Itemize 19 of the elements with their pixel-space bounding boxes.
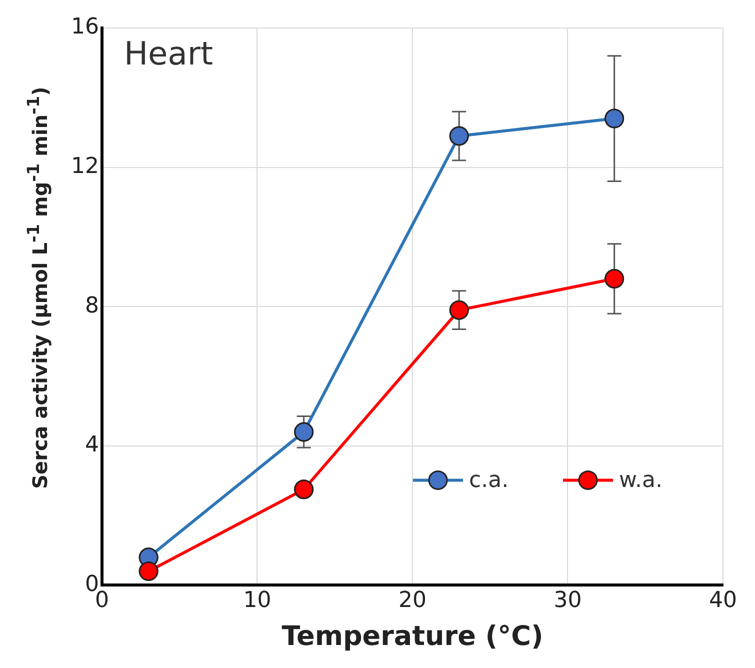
annotation: Heart — [124, 34, 214, 72]
legend-label: c.a. — [469, 468, 509, 493]
point — [449, 126, 469, 146]
point — [449, 300, 469, 320]
point — [604, 268, 624, 288]
x-tick-label: 40 — [709, 588, 737, 614]
x-tick-label: 30 — [554, 588, 582, 614]
point — [294, 480, 314, 500]
x-axis-title: Temperature (°C) — [282, 620, 544, 652]
y-tick-label: 12 — [70, 154, 99, 180]
point — [294, 422, 314, 442]
y-tick-label: 8 — [84, 293, 99, 318]
x-tick-label: 20 — [398, 588, 426, 614]
legend-label: w.a. — [619, 468, 662, 493]
y-tick-label: 16 — [70, 14, 99, 40]
y-tick-label: 4 — [84, 432, 99, 458]
point — [604, 108, 624, 128]
point — [138, 562, 158, 582]
x-tick-label: 10 — [243, 588, 272, 614]
